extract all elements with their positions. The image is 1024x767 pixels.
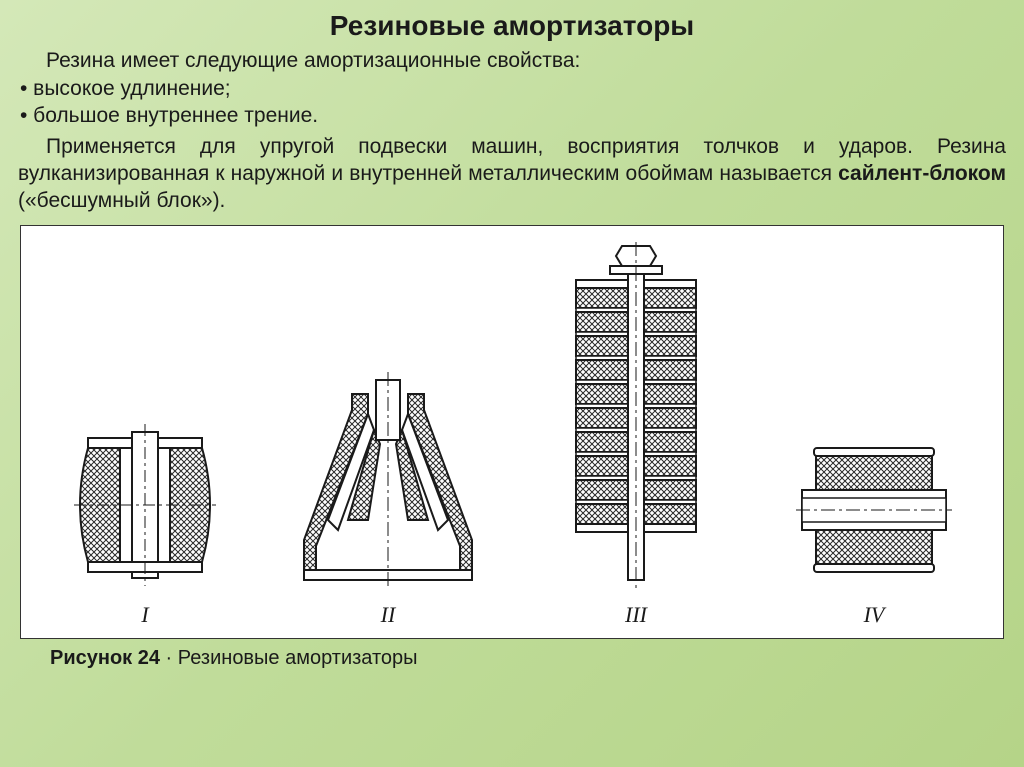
- intro-text: Резина имеет следующие амортизационные с…: [18, 48, 1006, 74]
- figure-item-2: II: [298, 370, 478, 628]
- caption-text: Резиновые амортизаторы: [178, 647, 418, 669]
- bullet-item: • высокое удлинение;: [18, 76, 1006, 102]
- figure-item-4: IV: [794, 430, 954, 628]
- figure: I: [27, 232, 997, 632]
- figure-item-3: III: [556, 240, 716, 628]
- diagram-ii: [298, 370, 478, 590]
- figure-label-2: II: [381, 602, 396, 628]
- figure-caption: Рисунок 24 · Резиновые амортизаторы: [18, 647, 1006, 670]
- figure-label-1: I: [141, 602, 148, 628]
- bullet-item: • большое внутреннее трение.: [18, 103, 1006, 129]
- caption-bold: Рисунок 24: [50, 647, 160, 669]
- figure-label-3: III: [625, 602, 647, 628]
- body-bold-term: сайлент-блоком: [838, 162, 1006, 185]
- caption-sep: ·: [160, 647, 178, 669]
- page-title: Резиновые амортизаторы: [18, 10, 1006, 42]
- figure-item-1: I: [70, 420, 220, 628]
- body-paragraph: Применяется для упругой подвески машин, …: [18, 133, 1006, 215]
- diagram-i: [70, 420, 220, 590]
- diagram-iii: [556, 240, 716, 590]
- figure-label-4: IV: [864, 602, 885, 628]
- body-post: («бесшумный блок»).: [18, 189, 225, 212]
- diagram-iv: [794, 430, 954, 590]
- bullet-list: • высокое удлинение; • большое внутренне…: [18, 76, 1006, 129]
- figure-container: I: [20, 225, 1004, 639]
